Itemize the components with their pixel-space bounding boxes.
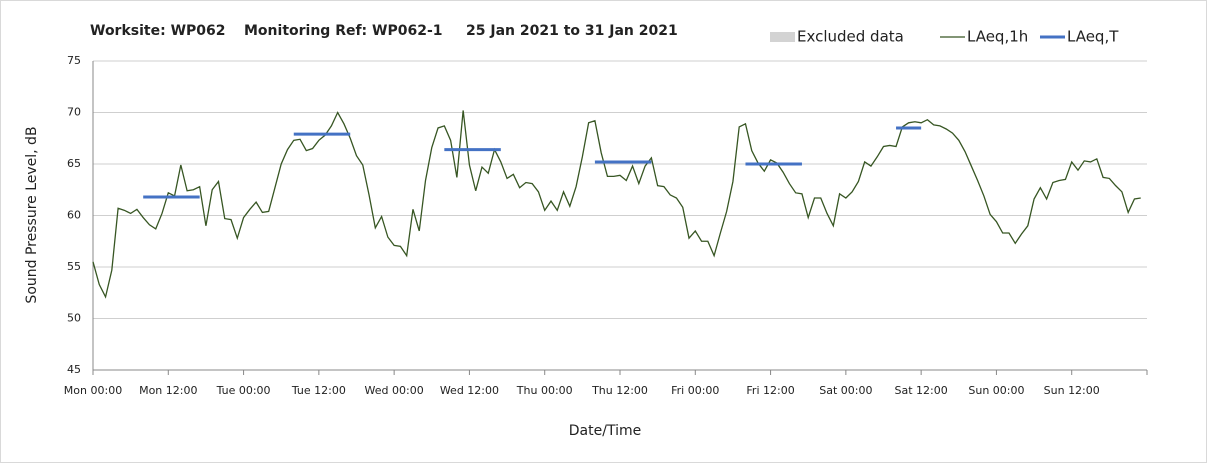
x-tick-label: Mon 12:00: [139, 384, 197, 397]
x-tick-label: Mon 00:00: [64, 384, 122, 397]
x-tick-label: Thu 00:00: [516, 384, 573, 397]
title-dates: 25 Jan 2021 to 31 Jan 2021: [466, 23, 678, 39]
title-worksite: Worksite: WP062: [90, 23, 226, 39]
y-tick-label: 45: [67, 363, 81, 376]
x-tick-label: Wed 00:00: [365, 384, 424, 397]
x-tick-label: Sat 12:00: [895, 384, 948, 397]
y-tick-label: 55: [67, 260, 81, 273]
y-tick-label: 65: [67, 157, 81, 170]
y-axis-title: Sound Pressure Level, dB: [24, 126, 40, 303]
legend-label: LAeq,1h: [967, 28, 1028, 46]
y-tick-label: 60: [67, 209, 81, 222]
x-tick-label: Fri 12:00: [746, 384, 794, 397]
x-tick-label: Sun 12:00: [1044, 384, 1100, 397]
x-axis-title: Date/Time: [569, 423, 641, 439]
x-tick-label: Sat 00:00: [819, 384, 872, 397]
y-tick-label: 75: [67, 54, 81, 67]
legend-label: LAeq,T: [1067, 28, 1119, 46]
title-ref: Monitoring Ref: WP062-1: [244, 23, 443, 39]
x-tick-label: Wed 12:00: [440, 384, 499, 397]
x-tick-label: Thu 12:00: [591, 384, 648, 397]
x-tick-label: Sun 00:00: [968, 384, 1024, 397]
x-tick-label: Tue 00:00: [216, 384, 271, 397]
legend-label: Excluded data: [797, 28, 904, 46]
legend-swatch: [770, 32, 795, 42]
x-tick-label: Fri 00:00: [671, 384, 719, 397]
laeq-1h-line: [92, 110, 1141, 299]
y-tick-label: 70: [67, 106, 81, 119]
x-tick-label: Tue 12:00: [291, 384, 346, 397]
y-tick-label: 50: [67, 312, 81, 325]
